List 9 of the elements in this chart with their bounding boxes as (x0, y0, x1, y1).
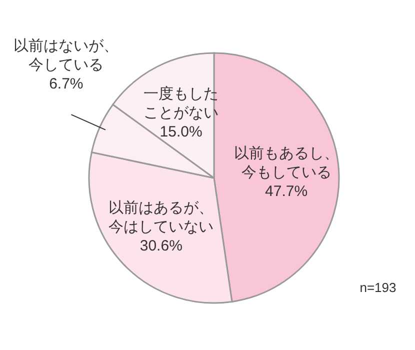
slice-label: 以前もあるし、今もしている (234, 144, 339, 181)
data-label: 15.0% (160, 123, 202, 140)
slice-label: 以前はないが、今している (14, 38, 119, 74)
text: n=193 (360, 280, 396, 295)
slice-label: 一度もしたことがない (144, 85, 219, 122)
data-label: 47.7% (265, 182, 308, 200)
slice-label: 以前はあるが、今はしていない (108, 200, 214, 236)
data-label: 30.6% (140, 238, 182, 255)
data-label: 6.7% (49, 76, 84, 93)
